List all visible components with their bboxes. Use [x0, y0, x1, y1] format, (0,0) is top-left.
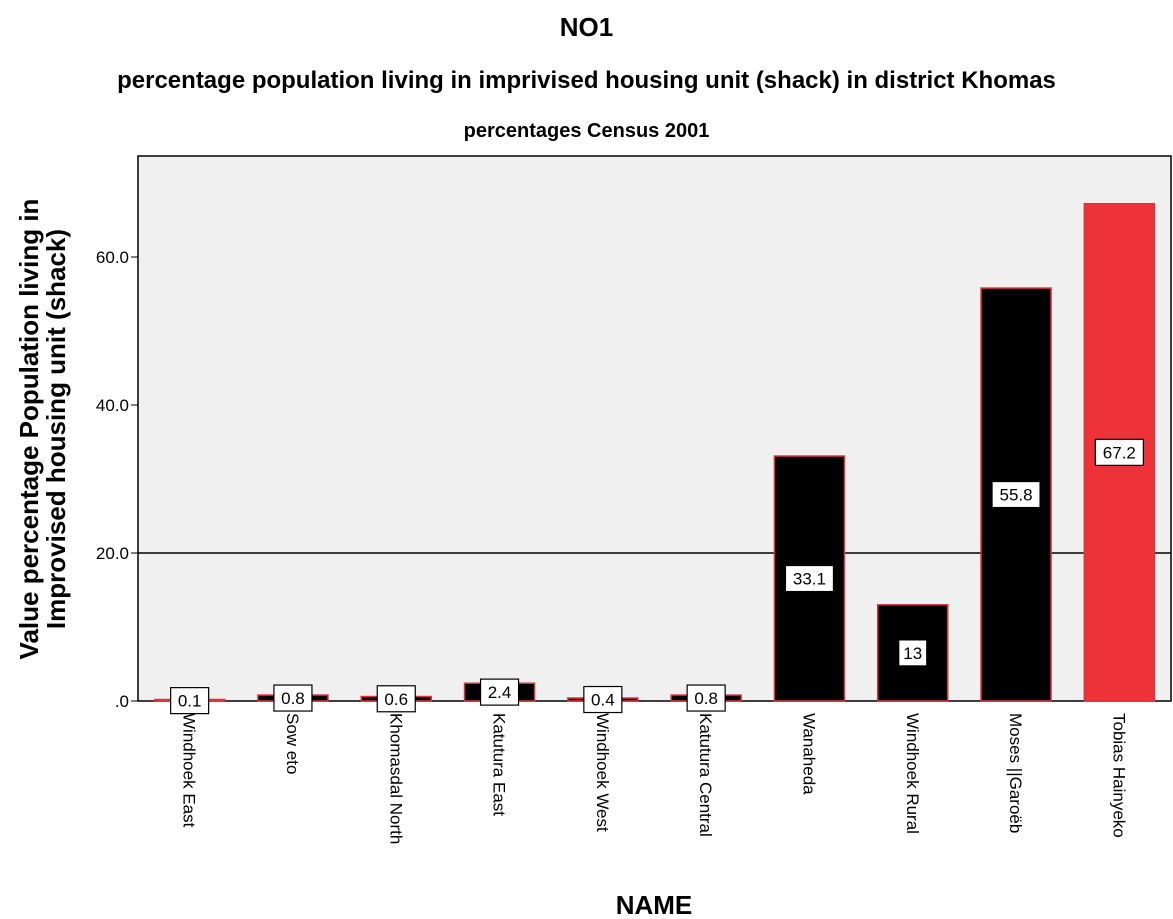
x-category-label: Windhoek Rural — [903, 713, 922, 834]
x-category-label: Sow eto — [283, 713, 302, 774]
x-category-label: Khomasdal North — [386, 713, 405, 844]
data-label-box — [898, 639, 928, 667]
data-label-box — [479, 678, 520, 706]
y-tick-label: 20.0 — [96, 544, 129, 563]
data-label-box — [784, 564, 835, 593]
x-category-label: Wanaheda — [799, 713, 818, 795]
data-label: 0.4 — [591, 691, 615, 710]
data-label-box — [1094, 438, 1144, 466]
chart-caption: percentages Census 2001 — [463, 120, 710, 142]
data-label: 67.2 — [1103, 443, 1136, 462]
data-label-box — [583, 685, 623, 714]
data-label: 33.1 — [793, 570, 826, 589]
chart-subtitle: percentage population living in imprivis… — [117, 67, 1056, 94]
data-label: 2.4 — [488, 683, 512, 702]
data-label: 0.6 — [384, 690, 408, 709]
y-axis-title-line2: Improvised housing unit (shack) — [41, 229, 71, 629]
x-axis-title: NAME — [616, 890, 693, 919]
y-tick-label: 40.0 — [96, 396, 129, 415]
data-label-box — [170, 687, 210, 715]
y-axis-title-line1: Value percentage Population living in — [14, 199, 44, 660]
data-label-box — [991, 480, 1041, 509]
x-category-label: Moses ||Garoëb — [1006, 713, 1025, 833]
data-label: 0.8 — [694, 689, 718, 708]
x-category-label: Katutura Central — [696, 713, 715, 837]
data-label-box — [686, 684, 726, 712]
data-label-box — [376, 685, 416, 713]
x-category-label: Windhoek West — [593, 713, 612, 832]
data-label: 13 — [903, 644, 922, 663]
y-tick-label: 60.0 — [96, 248, 129, 267]
x-category-label: Katutura East — [490, 713, 509, 816]
data-label: 55.8 — [1000, 486, 1033, 505]
chart-title: NO1 — [559, 12, 614, 42]
data-label-box — [273, 684, 313, 712]
y-tick-label: .0 — [115, 692, 129, 711]
x-category-label: Tobias Hainyeko — [1109, 713, 1128, 838]
data-label: 0.8 — [281, 689, 305, 708]
x-category-label: Windhoek East — [180, 713, 199, 828]
data-label: 0.1 — [178, 692, 202, 711]
